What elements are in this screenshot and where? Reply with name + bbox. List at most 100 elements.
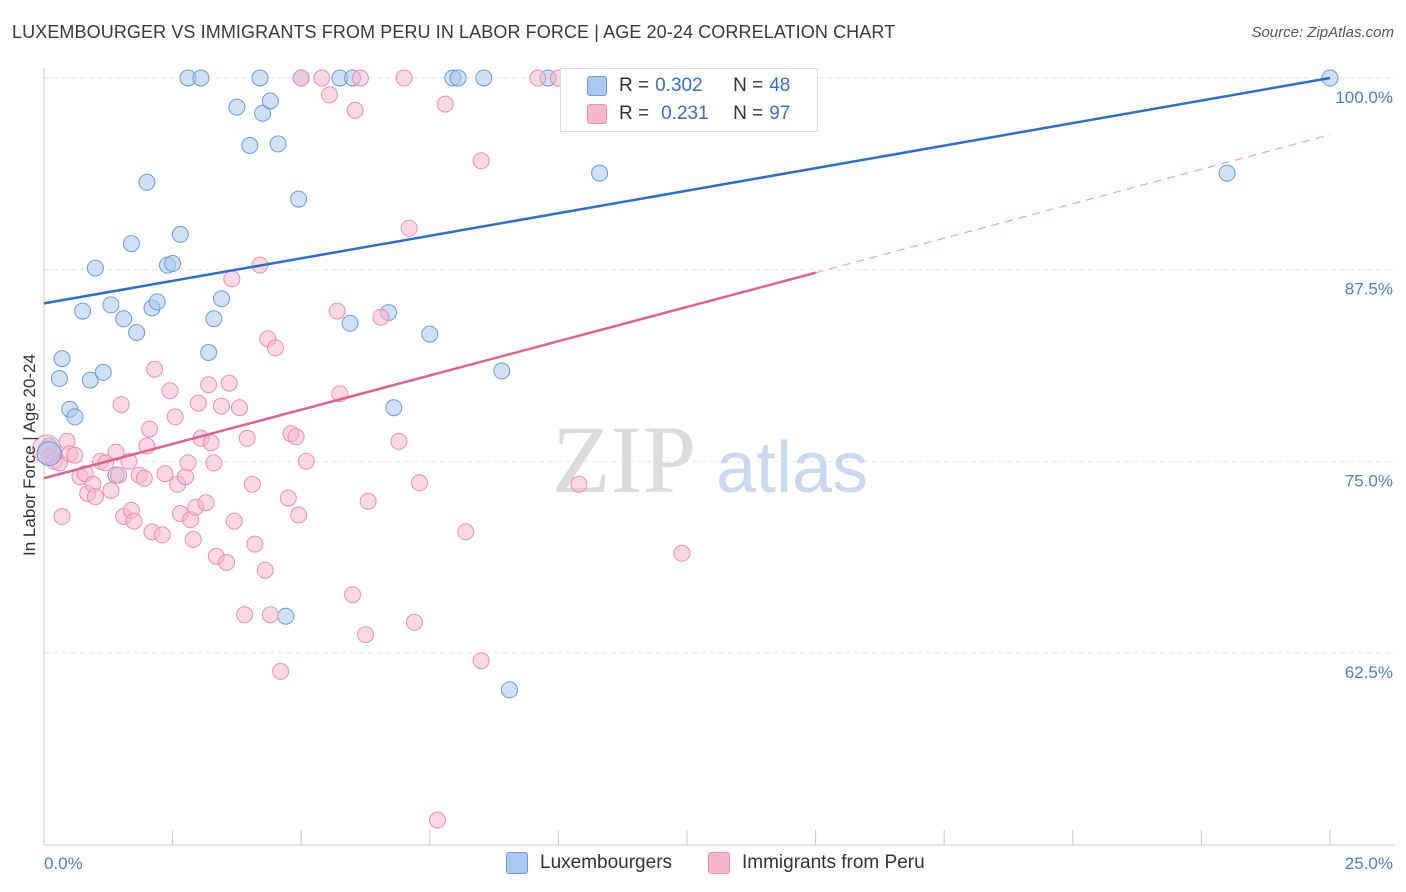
point-luxembourgers [341,314,359,332]
point-luxembourgers [205,310,223,328]
point-luxembourgers [86,259,104,277]
point-luxembourgers [164,255,182,272]
point-peru [429,811,446,829]
series-legend-label: Luxembourgers [540,852,673,873]
point-luxembourgers [138,173,156,191]
point-luxembourgers [251,69,269,87]
point-luxembourgers [449,69,467,87]
point-peru [197,494,215,512]
point-peru [177,468,194,486]
point-peru [290,506,308,524]
y-tick-label: 100.0% [1335,88,1393,107]
point-luxembourgers [50,370,68,387]
point-peru [411,474,428,492]
legend-n-label: N = [733,75,764,96]
watermark: ZIP atlas [552,406,868,513]
trend-lines [43,76,1331,480]
point-luxembourgers [228,98,246,116]
series-legend-peru: Immigrants from Peru [708,852,925,874]
point-peru [344,586,362,604]
trend-line-peru-extension [815,134,1331,274]
point-peru [529,69,547,87]
point-peru [238,429,256,447]
point-peru [153,526,171,544]
point-peru [141,420,158,438]
point-peru [243,475,261,493]
series-legend: Luxembourgers Immigrants from Peru [0,852,1406,878]
point-luxembourgers [171,225,189,243]
data-points [32,69,1339,829]
point-peru [357,626,374,644]
point-luxembourgers [74,302,92,320]
point-peru [161,382,179,400]
point-peru [395,69,413,87]
point-peru [189,394,207,412]
series-swatch-blue [506,852,528,874]
source-credit: Source: ZipAtlas.com [1251,24,1394,41]
point-luxembourgers [493,362,511,380]
legend-n-value: 97 [769,103,791,124]
point-peru [472,652,490,670]
point-peru [346,101,364,119]
point-luxembourgers [261,92,279,110]
legend-row-luxembourgers: R = 0.302 N = 48 [587,73,790,99]
point-luxembourgers [53,350,71,368]
legend-r-label: R = [619,75,650,96]
point-luxembourgers [1218,164,1236,182]
point-peru [321,86,338,104]
y-tick-label: 75.0% [1345,471,1393,490]
y-tick-label: 87.5% [1345,280,1393,299]
point-luxembourgers [269,135,287,153]
point-peru [359,492,377,510]
point-peru [102,482,120,499]
point-peru [457,523,475,541]
point-peru [200,376,218,394]
trend-line-luxembourgers [43,76,1331,305]
legend-swatch-blue [587,76,607,96]
point-peru [400,219,418,237]
chart-title: LUXEMBOURGER VS IMMIGRANTS FROM PERU IN … [12,22,896,42]
point-peru [53,508,71,525]
legend-r-value: 0.302 [655,75,703,96]
x-tick-label: 0.0% [44,854,83,873]
point-peru [287,428,305,446]
watermark-zip: ZIP [552,406,696,513]
point-peru [328,302,346,320]
series-legend-label: Immigrants from Peru [742,852,925,873]
y-axis-label: In Labor Force | Age 20-24 [20,354,39,556]
point-peru [125,512,143,530]
y-tick-label: 62.5% [1345,663,1393,682]
point-luxembourgers [591,164,609,182]
legend-r-value: 0.231 [661,103,709,124]
grid-lines [44,77,1395,654]
point-peru [436,95,454,113]
point-peru [135,469,153,487]
legend-swatch-pink [587,104,607,124]
watermark-atlas: atlas [716,428,868,508]
point-peru [225,512,243,530]
point-luxembourgers [36,441,62,467]
point-peru [223,270,241,288]
point-peru [279,489,297,507]
point-luxembourgers [122,235,140,253]
point-luxembourgers [115,310,133,328]
point-peru [372,308,390,326]
point-peru [166,408,184,426]
point-peru [313,69,331,87]
point-peru [256,561,274,579]
correlation-legend: R = 0.302 N = 48 R = 0.231 N = 97 [560,68,818,132]
point-peru [112,396,130,414]
point-luxembourgers [254,104,272,122]
legend-n-value: 48 [769,75,791,96]
point-peru [472,152,490,170]
point-peru [66,446,84,464]
point-peru [673,544,691,562]
x-tick-label: 25.0% [1345,854,1393,873]
point-peru [351,69,369,87]
point-luxembourgers [277,607,295,625]
point-peru [297,452,315,470]
point-peru [246,535,264,553]
point-peru [390,432,408,450]
point-luxembourgers [102,296,120,314]
